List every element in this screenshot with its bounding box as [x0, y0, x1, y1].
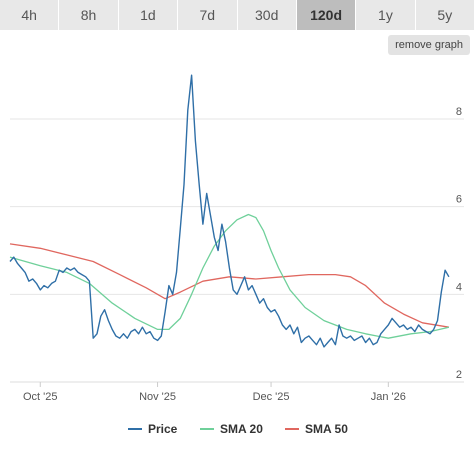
remove-graph-button[interactable]: remove graph — [388, 35, 470, 55]
range-tab-4h[interactable]: 4h — [0, 0, 60, 30]
y-axis: 2 4 6 8 — [456, 106, 462, 381]
legend-label[interactable]: Price — [148, 422, 178, 436]
series-line-sma-20 — [9, 213, 450, 339]
grid — [10, 118, 464, 383]
y-tick-label: 4 — [456, 281, 462, 293]
series — [9, 74, 450, 348]
range-tab-1d[interactable]: 1d — [119, 0, 179, 30]
y-tick-label: 6 — [456, 194, 462, 206]
y-tick-label: 8 — [456, 106, 462, 118]
series-line-price — [9, 74, 450, 348]
range-tab-30d[interactable]: 30d — [238, 0, 297, 30]
range-tab-8h[interactable]: 8h — [59, 0, 119, 30]
x-tick-label: Oct '25 — [23, 391, 58, 403]
range-tab-5y[interactable]: 5y — [437, 7, 453, 23]
range-tabs: 4h 8h 1d 7d 30d 120d 1y 5y — [0, 0, 474, 30]
x-tick-label: Dec '25 — [253, 391, 290, 403]
y-tick-label: 2 — [456, 369, 462, 381]
legend: Price SMA 20 SMA 50 — [128, 422, 348, 436]
range-tab-7d[interactable]: 7d — [178, 0, 238, 30]
range-tab-120d[interactable]: 120d — [296, 0, 357, 30]
x-tick-label: Nov '25 — [139, 391, 176, 403]
x-tick-label: Jan '26 — [371, 391, 406, 403]
legend-label[interactable]: SMA 50 — [305, 422, 348, 436]
series-line-sma-50 — [9, 243, 450, 328]
legend-label[interactable]: SMA 20 — [220, 422, 263, 436]
range-tab-1y[interactable]: 1y — [356, 0, 416, 30]
x-axis: Oct '25 Nov '25 Dec '25 Jan '26 — [23, 382, 406, 403]
